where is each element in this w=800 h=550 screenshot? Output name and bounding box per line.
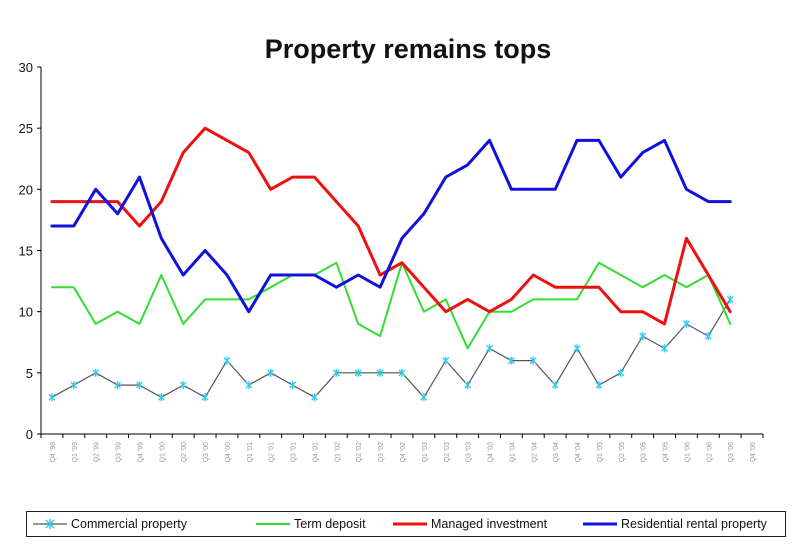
- x-tick-label: Q4 '98: [50, 442, 57, 463]
- data-point-commercial-property: [135, 381, 143, 390]
- legend-item-residential-rental-property: Residential rental property: [583, 512, 767, 536]
- x-tick-label: Q4 '99: [137, 442, 144, 463]
- x-tick-label: Q4 '06: [750, 442, 757, 463]
- data-point-commercial-property: [682, 319, 690, 328]
- chart-legend: Commercial property Term deposit Managed…: [26, 511, 786, 537]
- data-point-commercial-property: [442, 356, 450, 365]
- data-point-commercial-property: [551, 381, 559, 390]
- data-point-commercial-property: [48, 393, 56, 402]
- y-tick-label: 20: [19, 182, 33, 197]
- x-tick-label: Q3 '03: [466, 442, 473, 463]
- x-tick-label: Q4 '00: [225, 442, 232, 463]
- x-tick-label: Q3 '05: [641, 442, 648, 463]
- x-tick-label: Q2 '05: [619, 442, 626, 463]
- data-point-commercial-property: [354, 368, 362, 377]
- data-point-commercial-property: [267, 368, 275, 377]
- data-point-commercial-property: [70, 381, 78, 390]
- data-point-commercial-property: [289, 381, 297, 390]
- x-tick-label: Q2 '99: [94, 442, 101, 463]
- legend-swatch-term-deposit: [256, 523, 290, 525]
- y-tick-label: 15: [19, 244, 33, 259]
- legend-swatch-commercial-property: [33, 519, 67, 529]
- x-tick-label: Q3 '00: [203, 442, 210, 463]
- x-tick-label: Q2 '06: [706, 442, 713, 463]
- series-line-commercial-property: [51, 298, 731, 398]
- series-line-term-deposit: [50, 261, 732, 350]
- data-point-commercial-property: [573, 344, 581, 353]
- x-tick-label: Q1 '03: [422, 442, 429, 463]
- legend-label-commercial-property: Commercial property: [71, 517, 188, 531]
- chart-title: Property remains tops: [264, 34, 552, 64]
- data-point-commercial-property: [310, 393, 318, 402]
- series-line-managed-investment: [50, 126, 732, 326]
- legend-item-term-deposit: Term deposit: [256, 512, 366, 536]
- data-point-commercial-property: [639, 332, 647, 341]
- data-point-commercial-property: [114, 381, 122, 390]
- legend-swatch-managed-investment: [393, 522, 427, 526]
- x-tick-label: Q1 '06: [684, 442, 691, 463]
- x-tick-label: Q2 '04: [531, 442, 538, 463]
- data-point-commercial-property: [376, 368, 384, 377]
- y-tick-label: 10: [19, 305, 33, 320]
- x-tick-label: Q1 '99: [72, 442, 79, 463]
- x-tick-label: Q4 '04: [575, 442, 582, 463]
- data-point-commercial-property: [332, 368, 340, 377]
- data-point-commercial-property: [486, 344, 494, 353]
- legend-item-commercial-property: Commercial property: [33, 512, 187, 536]
- x-tick-label: Q1 '02: [334, 442, 341, 463]
- legend-label-residential-rental-property: Residential rental property: [621, 517, 767, 531]
- x-tick-label: Q3 '06: [728, 442, 735, 463]
- y-tick-label: 5: [26, 366, 33, 381]
- data-point-commercial-property: [507, 356, 515, 365]
- data-point-commercial-property: [464, 381, 472, 390]
- x-tick-label: Q2 '03: [444, 442, 451, 463]
- data-point-commercial-property: [223, 356, 231, 365]
- x-tick-label: Q3 '04: [553, 442, 560, 463]
- data-point-commercial-property: [704, 332, 712, 341]
- legend-swatch-residential-rental-property: [583, 522, 617, 526]
- x-tick-label: Q2 '00: [181, 442, 188, 463]
- x-tick-label: Q2 '02: [356, 442, 363, 463]
- y-tick-label: 0: [26, 427, 33, 442]
- legend-label-managed-investment: Managed investment: [431, 517, 548, 531]
- data-point-commercial-property: [595, 381, 603, 390]
- x-tick-label: Q1 '00: [159, 442, 166, 463]
- x-tick-label: Q3 '02: [378, 442, 385, 463]
- x-tick-label: Q3 '99: [116, 442, 123, 463]
- x-tick-label: Q2 '01: [269, 442, 276, 463]
- data-point-commercial-property: [617, 368, 625, 377]
- line-chart: 0 5 10 15 20 25 30 Q4 '98 Q1 '99 Q2 '99 Q3 '99 Q4 '…: [19, 60, 764, 463]
- y-tick-label: 30: [19, 60, 33, 75]
- data-point-commercial-property: [179, 381, 187, 390]
- x-tick-label: Q1 '01: [247, 442, 254, 463]
- x-tick-label: Q4 '02: [400, 442, 407, 463]
- x-tick-label: Q4 '01: [312, 442, 319, 463]
- data-point-commercial-property: [92, 368, 100, 377]
- x-tick-label: Q1 '05: [597, 442, 604, 463]
- y-tick-label: 25: [19, 121, 33, 136]
- data-point-commercial-property: [420, 393, 428, 402]
- data-point-commercial-property: [726, 295, 734, 304]
- x-tick-label: Q4 '03: [488, 442, 495, 463]
- data-point-commercial-property: [398, 368, 406, 377]
- x-tick-label: Q1 '04: [509, 442, 516, 463]
- legend-item-managed-investment: Managed investment: [393, 512, 547, 536]
- data-point-commercial-property: [201, 393, 209, 402]
- x-tick-label: Q3 '01: [291, 442, 298, 463]
- data-point-commercial-property: [157, 393, 165, 402]
- series-line-residential-rental-property: [50, 138, 732, 314]
- legend-label-term-deposit: Term deposit: [294, 517, 366, 531]
- data-point-commercial-property: [661, 344, 669, 353]
- data-point-commercial-property: [245, 381, 253, 390]
- data-point-commercial-property: [529, 356, 537, 365]
- x-tick-label: Q4 '05: [663, 442, 670, 463]
